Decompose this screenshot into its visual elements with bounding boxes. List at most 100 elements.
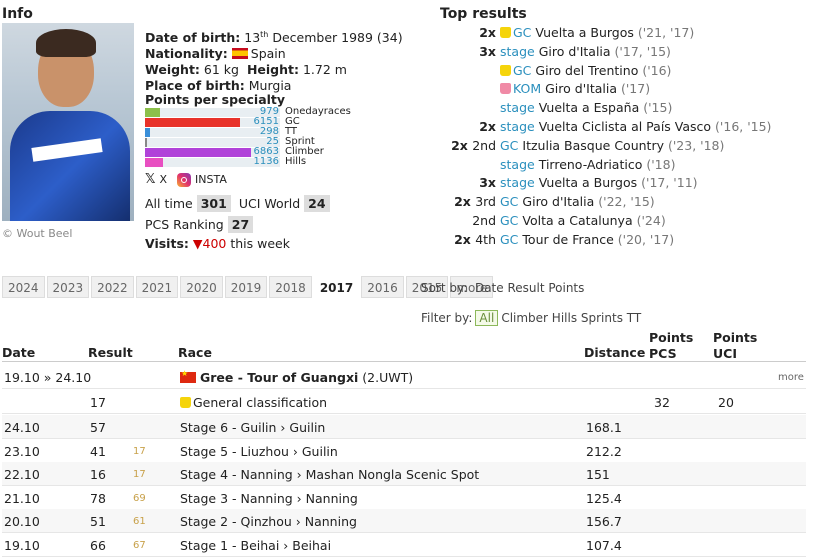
stage-row: 24.10 57 Stage 6 - Guilin › Guilin 168.1 [2, 415, 806, 439]
stage-result: 78 [90, 490, 106, 506]
season-tab[interactable]: 2018 [269, 276, 312, 298]
result-race[interactable]: Vuelta a España [538, 100, 640, 116]
gc-race[interactable]: General classification [180, 395, 327, 410]
result-category[interactable]: GC [500, 137, 519, 153]
result-category[interactable]: stage [500, 156, 535, 172]
race-title[interactable]: Gree - Tour of Guangxi [200, 370, 359, 385]
top-result-item: stage Vuelta a España ('15) [440, 100, 810, 115]
specialty-label[interactable]: Sprint [285, 136, 315, 147]
stage-race[interactable]: Stage 1 - Beihai › Beihai [180, 538, 332, 553]
stage-date: 20.10 [4, 514, 40, 530]
season-tab[interactable]: 2016 [361, 276, 404, 298]
spain-flag-icon [231, 48, 248, 60]
filter-label: Filter by: [421, 311, 473, 325]
alltime-rank[interactable]: 301 [196, 195, 231, 212]
season-tab[interactable]: 2024 [2, 276, 45, 298]
result-race[interactable]: Tour de France [522, 231, 614, 247]
season-tab[interactable]: more [450, 276, 494, 298]
col-header-date[interactable]: Date [2, 345, 36, 360]
instagram-icon[interactable] [177, 172, 192, 187]
season-tab[interactable]: 2015 [405, 276, 449, 298]
stage-race[interactable]: Stage 5 - Liuzhou › Guilin [180, 443, 338, 459]
season-tab[interactable]: 2017 [313, 276, 360, 298]
specialty-label[interactable]: GC [285, 116, 300, 127]
result-race[interactable]: Volta a Catalunya [522, 213, 633, 228]
result-years: ('21, '17) [637, 25, 695, 40]
stage-gc-position: 69 [133, 492, 146, 504]
result-category[interactable]: stage [500, 43, 535, 59]
result-race[interactable]: Vuelta a Burgos [538, 175, 638, 191]
nationality-link[interactable]: Spain [250, 46, 286, 62]
filter-options[interactable]: Climber Hills Sprints TT [501, 311, 642, 325]
gc-race-label[interactable]: General classification [193, 395, 328, 410]
result-race[interactable]: Vuelta Ciclista al País Vasco [538, 119, 712, 134]
uci-rank[interactable]: 24 [304, 195, 330, 212]
result-count-value: 2x [454, 194, 471, 210]
filter-all-button[interactable]: All [475, 310, 499, 326]
season-tab[interactable]: 2022 [91, 276, 134, 298]
sort-options[interactable]: Date Result Points [474, 281, 585, 295]
specialty-bar [145, 118, 240, 127]
result-race[interactable]: Vuelta a Burgos [535, 25, 634, 40]
col-header-distance[interactable]: Distance [584, 345, 646, 360]
stage-date: 19.10 [4, 538, 40, 553]
result-race[interactable]: Giro d'Italia [522, 194, 595, 210]
top-result-item: 2x 4th GC Tour de France ('20, '17) [440, 232, 810, 247]
stage-race[interactable]: Stage 4 - Nanning › Mashan Nongla Scenic… [180, 467, 480, 483]
specialty-label[interactable]: Onedayraces [285, 106, 351, 117]
result-category[interactable]: stage [500, 100, 535, 116]
race-name[interactable]: Gree - Tour of Guangxi (2.UWT) [180, 369, 413, 385]
result-years: ('16, '15) [715, 119, 772, 134]
insta-link[interactable]: INSTA [195, 173, 227, 186]
pob-row: Place of birth: Murgia [145, 78, 403, 94]
result-race[interactable]: Giro d'Italia [545, 81, 617, 97]
season-tab[interactable]: 2020 [180, 276, 223, 298]
x-link[interactable]: X [159, 173, 168, 186]
pob-value: Murgia [248, 78, 292, 94]
specialty-row: 979 Onedayraces [145, 106, 351, 118]
result-category[interactable]: stage [500, 175, 535, 191]
result-category[interactable]: GC [500, 194, 519, 210]
stage-distance: 212.2 [586, 443, 622, 459]
top-result-item: 3x stage Vuelta a Burgos ('17, '11) [440, 175, 810, 190]
result-race[interactable]: Giro del Trentino [535, 62, 639, 78]
specialty-bar [145, 108, 161, 117]
season-tab[interactable]: 2023 [46, 276, 90, 298]
result-race[interactable]: Tirreno-Adriatico [538, 156, 643, 172]
result-category[interactable]: KOM [513, 81, 542, 97]
col-header-points-uci[interactable]: Points UCI [713, 330, 757, 362]
weight-label: Weight: [145, 62, 200, 78]
stage-distance: 107.4 [586, 538, 622, 553]
result-category[interactable]: stage [500, 119, 535, 134]
specialty-value: 6863 [253, 146, 279, 157]
stage-race[interactable]: Stage 3 - Nanning › Nanning [180, 490, 358, 506]
specialty-bar [145, 128, 150, 137]
result-race[interactable]: Giro d'Italia [538, 43, 611, 59]
col-header-points-pcs[interactable]: Points PCS [649, 330, 693, 362]
result-category[interactable]: GC [500, 213, 519, 228]
alltime-label: All time [145, 196, 193, 211]
stage-result: 51 [90, 514, 106, 530]
yellow-jersey-icon [500, 64, 511, 76]
result-count: 3x [440, 44, 496, 59]
specialty-label[interactable]: Climber [285, 146, 324, 157]
stage-result: 41 [90, 443, 106, 459]
result-years: ('22, '15) [598, 194, 655, 210]
season-tabs: 2024 2023 2022 2021 2020 2019 2018 2017 2016 2015… [2, 276, 494, 298]
col-header-race[interactable]: Race [178, 345, 212, 360]
pcs-rank[interactable]: 27 [227, 216, 254, 233]
race-more-link[interactable]: more [778, 372, 804, 383]
specialty-label[interactable]: Hills [285, 156, 307, 167]
season-tab[interactable]: 2019 [224, 276, 268, 298]
specialty-value: 25 [266, 136, 279, 147]
result-category[interactable]: GC [513, 62, 532, 78]
result-category[interactable]: GC [500, 231, 519, 247]
stage-race[interactable]: Stage 2 - Qinzhou › Nanning [180, 514, 357, 530]
col-header-result[interactable]: Result [88, 345, 133, 360]
specialty-label[interactable]: TT [285, 126, 298, 137]
season-tab[interactable]: 2021 [135, 276, 179, 298]
x-logo-icon[interactable]: 𝕏 [145, 172, 156, 187]
result-race[interactable]: Itzulia Basque Country [522, 137, 664, 153]
result-category[interactable]: GC [513, 25, 532, 40]
stage-race[interactable]: Stage 6 - Guilin › Guilin [180, 420, 326, 435]
